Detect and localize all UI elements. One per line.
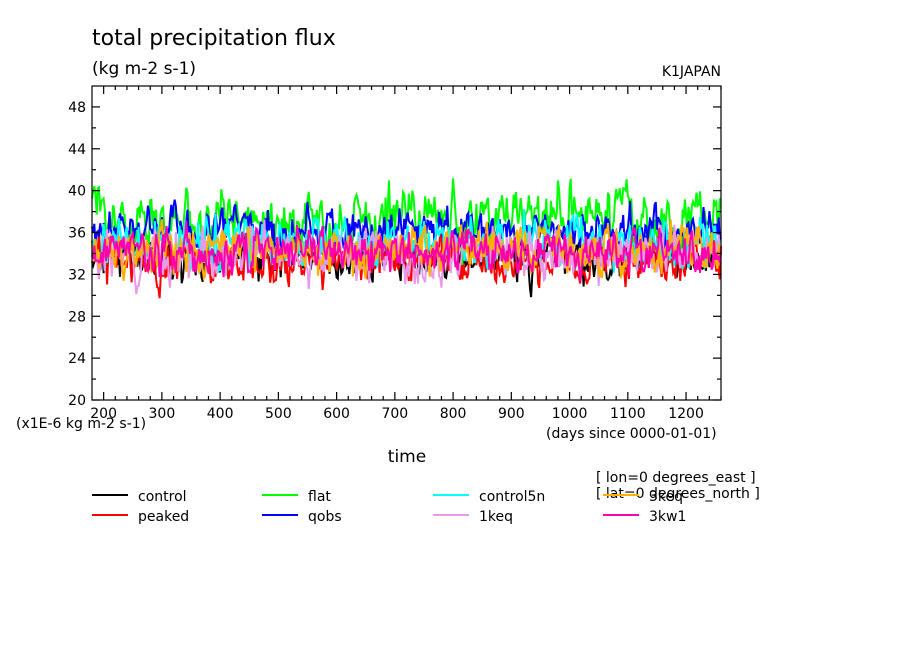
- y-scale-label: (x1E-6 kg m-2 s-1): [16, 416, 146, 432]
- y-tick-label: 20: [68, 393, 86, 409]
- legend: control flat control5n 3keq peaked qobs 1keq 3k…: [92, 489, 686, 525]
- x-tick-label: 500: [265, 406, 292, 422]
- y-tick-label: 48: [68, 100, 86, 116]
- x-tick-label: 1000: [552, 406, 588, 422]
- x-units-label: (days since 0000-01-01): [546, 426, 717, 442]
- chart-title: total precipitation flux: [92, 26, 336, 51]
- series-line-3kw1: [91, 221, 722, 282]
- ticks-layer: 20 24 28 32 36 40 44 48 200 300 400 500 600 700 800 900…: [68, 86, 722, 422]
- x-tick-label: 1200: [668, 406, 704, 422]
- legend-label-3keq: 3keq: [649, 489, 683, 505]
- series-layer: [91, 178, 722, 299]
- y-tick-label: 44: [68, 142, 86, 158]
- legend-label-3kw1: 3kw1: [649, 509, 686, 525]
- x-tick-label: 200: [90, 406, 117, 422]
- legend-label-control5n: control5n: [479, 489, 545, 505]
- y-tick-label: 36: [68, 226, 86, 242]
- legend-label-control: control: [138, 489, 187, 505]
- legend-label-qobs: qobs: [308, 509, 342, 525]
- annotation-lat: [ lat=0 degrees_north ]: [596, 486, 760, 502]
- y-tick-label: 40: [68, 184, 86, 200]
- chart-subtitle: (kg m-2 s-1): [92, 59, 196, 79]
- x-tick-label: 300: [149, 406, 176, 422]
- x-tick-label: 400: [207, 406, 234, 422]
- x-axis-label: time: [388, 447, 426, 467]
- y-tick-label: 24: [68, 351, 86, 367]
- y-tick-label: 32: [68, 267, 86, 283]
- series-line-3keq: [91, 219, 722, 281]
- model-label: K1JAPAN: [662, 64, 721, 80]
- x-tick-label: 900: [498, 406, 525, 422]
- x-tick-label: 1100: [610, 406, 646, 422]
- x-tick-label: 700: [381, 406, 408, 422]
- x-tick-label: 800: [440, 406, 467, 422]
- y-tick-label: 28: [68, 309, 86, 325]
- annotation-lon: [ lon=0 degrees_east ]: [596, 470, 756, 486]
- legend-label-1keq: 1keq: [479, 509, 513, 525]
- x-tick-label: 600: [323, 406, 350, 422]
- legend-label-peaked: peaked: [138, 509, 189, 525]
- legend-label-flat: flat: [308, 489, 331, 505]
